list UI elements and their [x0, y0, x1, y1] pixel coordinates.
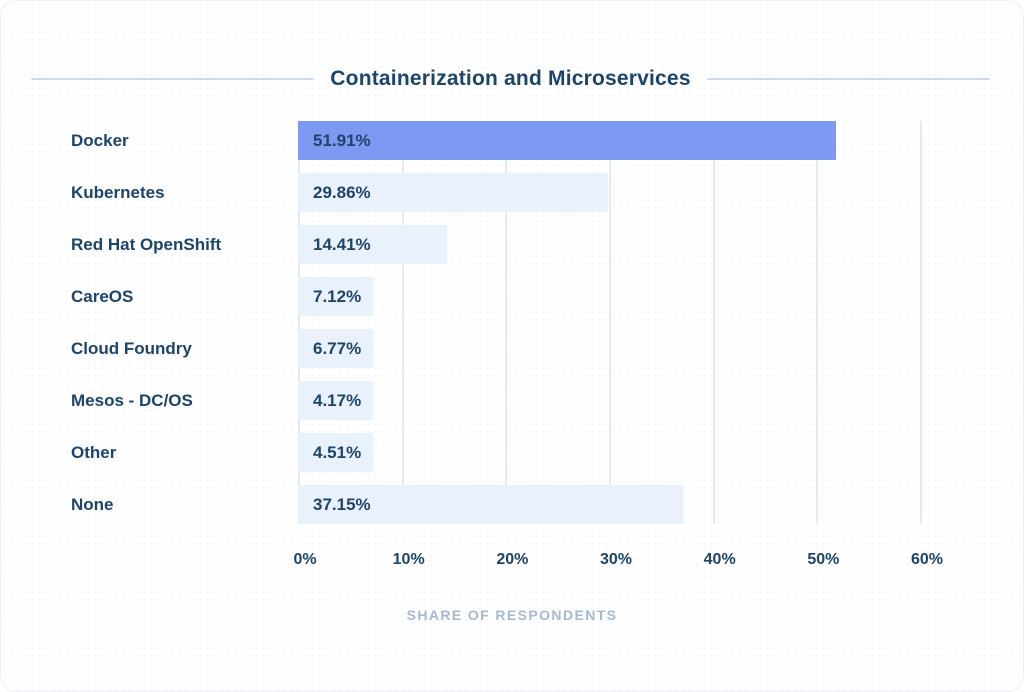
gridline [298, 121, 300, 524]
category-label: Mesos - DC/OS [71, 390, 193, 410]
gridline [609, 121, 611, 524]
bar-value-label: 6.77% [313, 339, 362, 358]
bar: 37.15% [298, 485, 684, 524]
category-label: Kubernetes [71, 182, 165, 202]
gridline [505, 121, 508, 524]
bar-value-label: 14.41% [313, 235, 371, 254]
category-label: None [71, 494, 114, 514]
gridline [712, 121, 715, 524]
bar: 4.51% [298, 433, 373, 472]
bar-value-label: 4.17% [313, 391, 362, 410]
bar: 6.77% [298, 329, 373, 368]
chart-title-row: Containerization and Microservices [1, 67, 1023, 91]
x-axis-label: SHARE OF RESPONDENTS [406, 607, 618, 623]
category-label: Other [71, 442, 117, 462]
title-rule-left [31, 78, 315, 80]
bar-value-label: 51.91% [313, 131, 371, 150]
bar: 51.91% [298, 121, 837, 160]
category-label: Red Hat OpenShift [71, 234, 222, 254]
gridline [401, 121, 404, 524]
title-rule-right [706, 78, 990, 80]
bar: 14.41% [298, 225, 448, 264]
x-tick-label: 0% [293, 551, 317, 568]
gridline [920, 121, 922, 524]
category-axis: Docker Kubernetes Red Hat OpenShift CareOS C… [71, 121, 286, 524]
plot-area: 51.91% 29.86% 14.41% 7.12% 6.77% 4.17% 4.51% 37… [298, 121, 998, 524]
category-label: Cloud Foundry [71, 338, 192, 358]
bar-value-label: 4.51% [313, 443, 362, 462]
category-label: Docker [71, 130, 129, 150]
bar: 7.12% [298, 277, 373, 316]
bar-value-label: 7.12% [313, 287, 362, 306]
chart-title: Containerization and Microservices [330, 67, 691, 90]
x-tick-label: 40% [703, 551, 736, 568]
gridline [816, 121, 819, 524]
x-tick-label: 10% [392, 551, 425, 568]
bar: 4.17% [298, 381, 373, 420]
x-tick-label: 20% [496, 551, 529, 568]
bar-value-label: 29.86% [313, 183, 371, 202]
bar-value-label: 37.15% [313, 495, 371, 514]
x-tick-label: 50% [807, 551, 840, 568]
x-tick-label: 60% [910, 551, 944, 568]
category-label: CareOS [71, 286, 134, 306]
x-axis-ticks: 0% 10% 20% 30% 40% 50% 60% [293, 551, 998, 571]
x-tick-label: 30% [599, 551, 633, 568]
bar: 29.86% [298, 173, 608, 212]
